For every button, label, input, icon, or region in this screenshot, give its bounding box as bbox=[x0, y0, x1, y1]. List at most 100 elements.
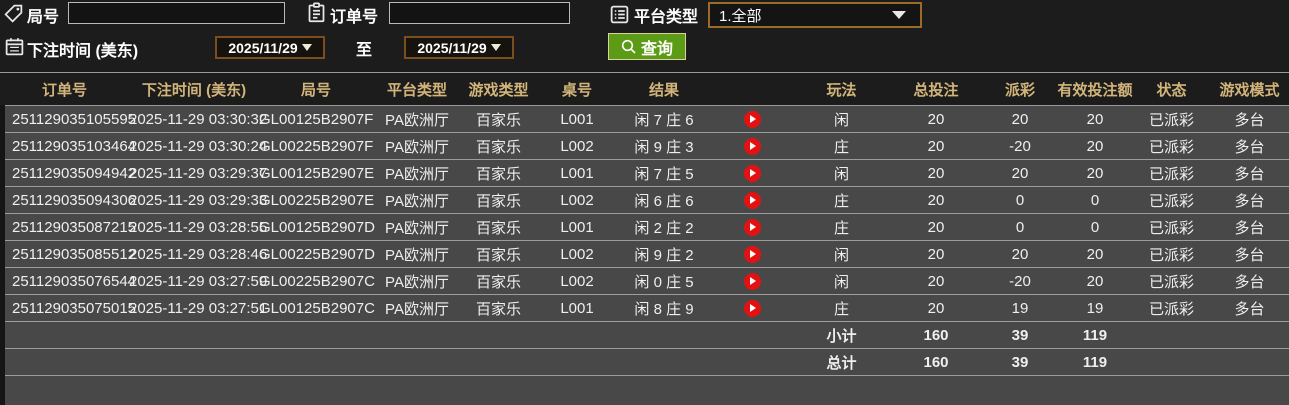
table-row[interactable]: 251129035103464 2025-11-29 03:30:24 GL0022… bbox=[0, 132, 1289, 160]
cell-game-mode: 多台 bbox=[1210, 240, 1289, 268]
cell-total-bet: 20 bbox=[889, 213, 983, 241]
play-icon[interactable] bbox=[743, 164, 761, 182]
cell-payout: -20 bbox=[983, 132, 1057, 160]
cell-round-number: GL00125B2907C bbox=[259, 294, 375, 322]
date-to-picker[interactable]: 2025/11/29 bbox=[404, 36, 514, 59]
cell-round-number: GL00125B2907D bbox=[259, 213, 375, 241]
cell-result: 闲 9 庄 2 bbox=[618, 240, 710, 268]
platform-type-select[interactable]: 1.全部 bbox=[708, 2, 922, 28]
caret-down-icon bbox=[301, 44, 312, 51]
col-header-bet-time: 下注时间 (美东) bbox=[129, 72, 259, 106]
cell-valid-bet: 20 bbox=[1057, 132, 1133, 160]
calendar-icon bbox=[4, 36, 25, 57]
play-icon[interactable] bbox=[743, 191, 761, 209]
to-label: 至 bbox=[356, 42, 373, 59]
cell-valid-bet: 20 bbox=[1057, 159, 1133, 187]
col-header-platform: 平台类型 bbox=[373, 72, 461, 106]
cell-table-number: L002 bbox=[536, 186, 618, 214]
cell-payout: 19 bbox=[983, 294, 1057, 322]
cell-bet-time: 2025-11-29 03:28:55 bbox=[129, 213, 267, 241]
cell-payout: 20 bbox=[983, 105, 1057, 133]
cell-status: 已派彩 bbox=[1133, 240, 1210, 268]
play-triangle bbox=[750, 196, 756, 205]
grand-total-payout: 39 bbox=[983, 348, 1057, 376]
date-from-picker[interactable]: 2025/11/29 bbox=[215, 36, 325, 59]
table-row[interactable]: 251129035094306 2025-11-29 03:29:33 GL0022… bbox=[0, 186, 1289, 214]
cell-play-type: 闲 bbox=[794, 159, 889, 187]
table-row[interactable]: 251129035087215 2025-11-29 03:28:55 GL0012… bbox=[0, 213, 1289, 241]
cell-play-type: 庄 bbox=[794, 186, 889, 214]
cell-platform-type: PA欧洲厅 bbox=[373, 159, 461, 187]
cell-status: 已派彩 bbox=[1133, 267, 1210, 295]
play-icon[interactable] bbox=[743, 110, 761, 128]
grand-total-label: 总计 bbox=[794, 348, 889, 376]
col-header-total-bet: 总投注 bbox=[889, 72, 983, 106]
table-row[interactable]: 251129035076544 2025-11-29 03:27:59 GL0022… bbox=[0, 267, 1289, 295]
cell-replay bbox=[710, 105, 794, 133]
caret-down-icon bbox=[490, 44, 501, 51]
cell-round-number: GL00225B2907D bbox=[259, 240, 375, 268]
query-button[interactable]: 查询 bbox=[608, 33, 686, 60]
cell-status: 已派彩 bbox=[1133, 186, 1210, 214]
cell-game-mode: 多台 bbox=[1210, 267, 1289, 295]
cell-status: 已派彩 bbox=[1133, 105, 1210, 133]
table-row[interactable]: 251129035085512 2025-11-29 03:28:46 GL0022… bbox=[0, 240, 1289, 268]
cell-total-bet: 20 bbox=[889, 267, 983, 295]
col-header-table-no: 桌号 bbox=[536, 72, 618, 106]
cell-result: 闲 7 庄 6 bbox=[618, 105, 710, 133]
play-icon[interactable] bbox=[743, 218, 761, 236]
play-icon[interactable] bbox=[743, 272, 761, 290]
cell-order-number: 251129035087215 bbox=[0, 213, 136, 241]
grand-total-row: 总计 160 39 119 bbox=[0, 348, 1289, 376]
cell-bet-time: 2025-11-29 03:29:33 bbox=[129, 186, 267, 214]
cell-table-number: L001 bbox=[536, 105, 618, 133]
bet-time-label: 下注时间 (美东) bbox=[27, 43, 139, 60]
cell-payout: 20 bbox=[983, 240, 1057, 268]
table-row[interactable]: 251129035094942 2025-11-29 03:29:37 GL0012… bbox=[0, 159, 1289, 187]
cell-platform-type: PA欧洲厅 bbox=[373, 240, 461, 268]
cell-valid-bet: 0 bbox=[1057, 186, 1133, 214]
col-header-payout: 派彩 bbox=[983, 72, 1057, 106]
table-row[interactable]: 251129035105595 2025-11-29 03:30:32 GL0012… bbox=[0, 105, 1289, 133]
subtotal-valid-bet: 119 bbox=[1057, 321, 1133, 349]
cell-order-number: 251129035075015 bbox=[0, 294, 136, 322]
cell-play-type: 闲 bbox=[794, 105, 889, 133]
cell-game-mode: 多台 bbox=[1210, 213, 1289, 241]
cell-play-type: 闲 bbox=[794, 267, 889, 295]
cell-order-number: 251129035105595 bbox=[0, 105, 136, 133]
play-triangle bbox=[750, 304, 756, 313]
cell-order-number: 251129035094306 bbox=[0, 186, 136, 214]
cell-valid-bet: 19 bbox=[1057, 294, 1133, 322]
subtotal-payout: 39 bbox=[983, 321, 1057, 349]
cell-valid-bet: 20 bbox=[1057, 105, 1133, 133]
cell-order-number: 251129035094942 bbox=[0, 159, 136, 187]
cell-replay bbox=[710, 213, 794, 241]
subtotal-total-bet: 160 bbox=[889, 321, 983, 349]
query-button-label: 查询 bbox=[640, 40, 673, 58]
table-row[interactable]: 251129035075015 2025-11-29 03:27:51 GL0012… bbox=[0, 294, 1289, 322]
clipboard-icon bbox=[306, 2, 327, 23]
play-icon[interactable] bbox=[743, 137, 761, 155]
play-triangle bbox=[750, 277, 756, 286]
cell-status: 已派彩 bbox=[1133, 132, 1210, 160]
play-icon[interactable] bbox=[743, 245, 761, 263]
cell-result: 闲 2 庄 2 bbox=[618, 213, 710, 241]
subtotal-row: 小计 160 39 119 bbox=[0, 321, 1289, 349]
cell-table-number: L001 bbox=[536, 159, 618, 187]
order-number-input[interactable] bbox=[389, 2, 570, 24]
filter-panel: 局号 订单号 bbox=[0, 0, 1289, 72]
cell-game-type: 百家乐 bbox=[461, 213, 536, 241]
cell-game-mode: 多台 bbox=[1210, 294, 1289, 322]
col-header-play: 玩法 bbox=[794, 72, 889, 106]
platform-type-label: 平台类型 bbox=[634, 9, 699, 26]
cell-result: 闲 0 庄 5 bbox=[618, 267, 710, 295]
cell-total-bet: 20 bbox=[889, 186, 983, 214]
cell-result: 闲 9 庄 3 bbox=[618, 132, 710, 160]
cell-order-number: 251129035076544 bbox=[0, 267, 136, 295]
round-number-input[interactable] bbox=[68, 2, 285, 24]
col-header-round: 局号 bbox=[259, 72, 373, 106]
cell-game-mode: 多台 bbox=[1210, 186, 1289, 214]
cell-game-type: 百家乐 bbox=[461, 132, 536, 160]
play-icon[interactable] bbox=[743, 299, 761, 317]
